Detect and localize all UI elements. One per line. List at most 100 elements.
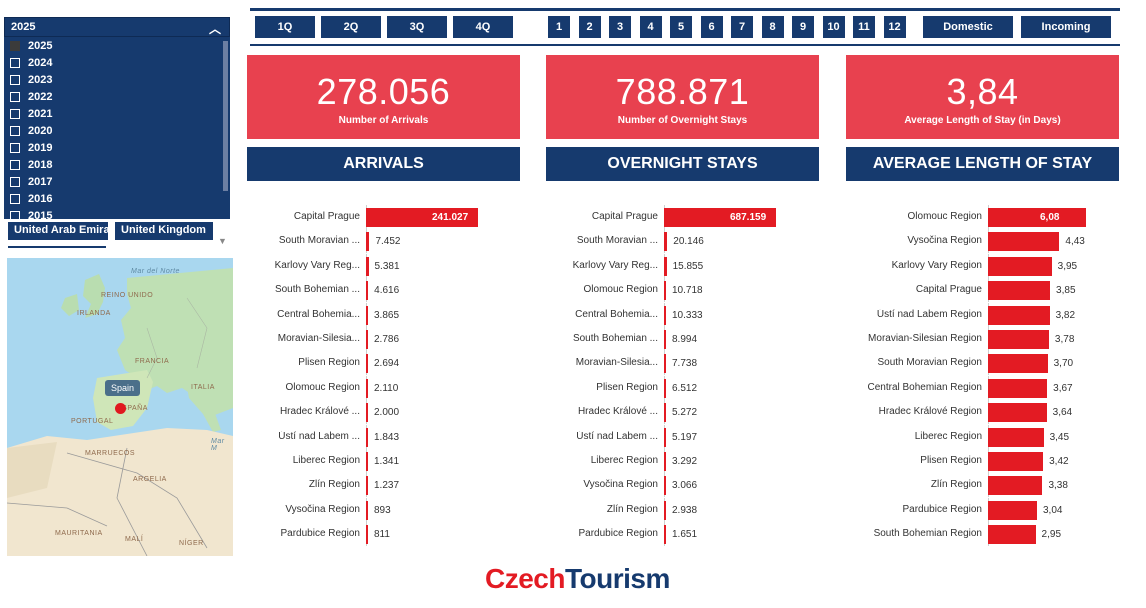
month-button[interactable]: 10 — [822, 16, 845, 38]
bar[interactable] — [664, 354, 666, 374]
checkbox-icon[interactable] — [10, 142, 20, 153]
bar[interactable] — [988, 281, 1051, 301]
bar[interactable] — [366, 256, 369, 276]
checkbox-icon[interactable] — [10, 57, 20, 68]
bar[interactable] — [988, 208, 1086, 227]
bar[interactable] — [988, 378, 1048, 398]
year-option[interactable]: 2024 — [4, 54, 230, 71]
bar[interactable] — [988, 354, 1048, 374]
chart-row: Moravian-Silesia... 7.738 — [549, 351, 819, 376]
bar[interactable] — [366, 403, 368, 423]
year-option[interactable]: 2015 — [4, 207, 230, 219]
bar[interactable] — [664, 500, 666, 520]
bar[interactable] — [988, 305, 1050, 325]
bar[interactable] — [366, 208, 478, 227]
month-button[interactable]: 5 — [670, 16, 692, 38]
bar[interactable] — [366, 330, 368, 349]
bar[interactable] — [366, 525, 368, 545]
bar[interactable] — [664, 476, 666, 496]
chart-row: Plisen Region 2.694 — [250, 351, 520, 376]
year-dropdown[interactable]: 2025 ︿ — [4, 17, 230, 37]
bar[interactable] — [664, 256, 667, 276]
map-label-argelia: ARGELIA — [133, 476, 167, 483]
bar[interactable] — [988, 403, 1047, 423]
bar[interactable] — [664, 281, 666, 301]
bar-label: South Bohemian Region — [873, 528, 982, 540]
month-button[interactable]: 9 — [792, 16, 814, 38]
year-option[interactable]: 2017 — [4, 173, 230, 190]
bar[interactable] — [366, 427, 368, 447]
segment-button[interactable]: Incoming — [1021, 16, 1111, 38]
bar[interactable] — [664, 232, 668, 252]
checkbox-icon[interactable] — [10, 125, 20, 136]
bar[interactable] — [664, 525, 666, 545]
bar[interactable] — [988, 427, 1044, 447]
month-button[interactable]: 7 — [731, 16, 753, 38]
month-button[interactable]: 1 — [548, 16, 570, 38]
checkbox-icon[interactable] — [10, 159, 20, 170]
bar-label: Plisen Region — [920, 455, 982, 466]
year-option[interactable]: 2020 — [4, 122, 230, 139]
year-option[interactable]: 2019 — [4, 139, 230, 156]
location-pin-icon[interactable] — [115, 403, 126, 414]
year-option[interactable]: 2021 — [4, 105, 230, 122]
bar-value: 2.110 — [374, 382, 399, 394]
bar[interactable] — [366, 305, 368, 325]
month-button[interactable]: 11 — [853, 16, 875, 38]
month-button[interactable]: 12 — [883, 16, 906, 38]
year-option[interactable]: 2016 — [4, 190, 230, 207]
scroll-down-icon[interactable]: ▼ — [218, 236, 227, 246]
bar[interactable] — [664, 330, 666, 349]
bar[interactable] — [664, 452, 666, 471]
bar-value: 2,95 — [1041, 529, 1062, 541]
country-chip-uk[interactable]: United Kingdom — [115, 222, 213, 240]
map-label-niger: NÍGER — [179, 540, 204, 547]
quarter-button[interactable]: 1Q — [255, 16, 315, 38]
bar[interactable] — [988, 330, 1049, 349]
quarter-button[interactable]: 2Q — [321, 16, 381, 38]
bar[interactable] — [988, 476, 1043, 496]
bar[interactable] — [366, 354, 368, 374]
bar[interactable] — [664, 427, 666, 447]
bar[interactable] — [366, 476, 368, 496]
month-button[interactable]: 3 — [609, 16, 631, 38]
year-list-scrollbar[interactable] — [223, 41, 228, 191]
chevron-up-icon[interactable]: ︿ — [208, 22, 221, 36]
checkbox-icon[interactable] — [10, 74, 20, 85]
month-button[interactable]: 4 — [639, 16, 662, 38]
bar[interactable] — [664, 305, 666, 325]
bar[interactable] — [988, 256, 1052, 276]
bar[interactable] — [988, 232, 1060, 252]
bar[interactable] — [366, 500, 368, 520]
checkbox-icon[interactable] — [10, 40, 20, 51]
year-option[interactable]: 2018 — [4, 156, 230, 173]
bar[interactable] — [988, 500, 1037, 520]
checkbox-icon[interactable] — [10, 193, 20, 204]
checkbox-icon[interactable] — [10, 176, 20, 187]
bar[interactable] — [366, 452, 368, 471]
segment-button[interactable]: Domestic — [923, 16, 1013, 38]
quarter-button[interactable]: 4Q — [453, 16, 513, 38]
bar[interactable] — [988, 525, 1036, 545]
checkbox-icon[interactable] — [10, 210, 20, 219]
year-list: 2025 2024 2023 2022 2021 2020 2019 2018 2017 2016… — [4, 37, 230, 219]
month-button[interactable]: 2 — [578, 16, 601, 38]
map[interactable]: Mar del Norte REINO UNIDO IRLANDA FRANCI… — [7, 258, 233, 556]
checkbox-icon[interactable] — [10, 91, 20, 102]
year-option[interactable]: 2025 — [4, 37, 230, 54]
bar[interactable] — [664, 378, 666, 398]
quarter-button[interactable]: 3Q — [387, 16, 447, 38]
bar[interactable] — [664, 403, 666, 423]
month-button[interactable]: 8 — [761, 16, 784, 38]
year-option[interactable]: 2023 — [4, 71, 230, 88]
country-chip-uae[interactable]: United Arab Emira — [8, 222, 108, 240]
bar[interactable] — [366, 281, 369, 301]
bar[interactable] — [664, 208, 776, 227]
checkbox-icon[interactable] — [10, 108, 20, 119]
bar[interactable] — [366, 378, 368, 398]
year-option[interactable]: 2022 — [4, 88, 230, 105]
month-button[interactable]: 6 — [700, 16, 723, 38]
bar[interactable] — [988, 452, 1044, 471]
country-scrollbar[interactable] — [8, 246, 106, 248]
bar[interactable] — [366, 232, 370, 252]
